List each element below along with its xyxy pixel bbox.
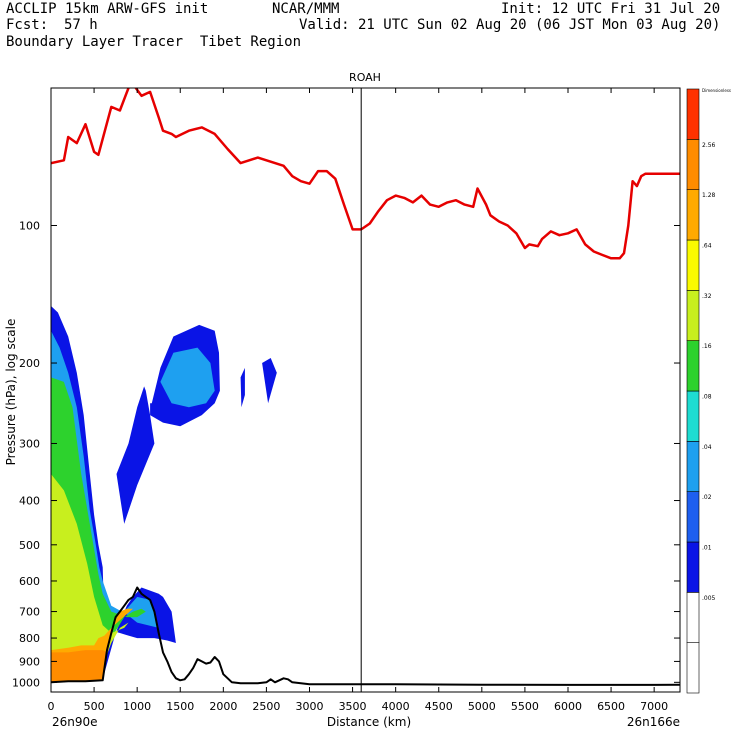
- colorbar-swatch-9: [686, 189, 700, 241]
- colorbar-label-10: 2.56: [702, 142, 716, 149]
- x-axis-label: Distance (km): [327, 715, 411, 729]
- colorbar: .005 .01 .02 .04 .08 .16 .32 .64 1.28 2.56 Dimensi…: [686, 88, 731, 694]
- y-axis-ticks: 100 200 300 400 500 600 700 800 900 1000: [12, 220, 680, 689]
- contour-region-0-4: [262, 358, 277, 404]
- x-tick-label-5000: 5000: [468, 700, 496, 713]
- colorbar-swatch-11: [686, 88, 700, 140]
- terrain-line: [51, 586, 680, 686]
- x-tick-label-0: 0: [48, 700, 55, 713]
- tracer-contours: [51, 306, 277, 683]
- tropopause-line: [51, 88, 680, 260]
- x-tick-label-500: 500: [84, 700, 105, 713]
- y-tick-label-700: 700: [19, 606, 40, 619]
- colorbar-swatch-5: [686, 390, 700, 442]
- colorbar-swatch-7: [686, 290, 700, 341]
- x-axis-ticks: 0 500 1000 1500 2000 2500 3000 3500 4000 4500 5000…: [48, 88, 668, 713]
- colorbar-label-3: .02: [702, 494, 712, 501]
- header-valid: Valid: 21 UTC Sun 02 Aug 20 (06 JST Mon …: [299, 17, 721, 33]
- y-tick-label-600: 600: [19, 575, 40, 588]
- header-model: ACCLIP 15km ARW-GFS init: [6, 1, 209, 17]
- y-tick-label-300: 300: [19, 437, 40, 450]
- contour-region-3-0: [51, 474, 129, 683]
- x-tick-label-3000: 3000: [295, 700, 323, 713]
- colorbar-label-7: .32: [702, 293, 712, 300]
- x-end-label: 26n166e: [627, 715, 680, 729]
- colorbar-swatch-2: [686, 541, 700, 593]
- header-fcst-value: 57 h: [64, 17, 98, 33]
- colorbar-swatch-8: [686, 239, 700, 291]
- colorbar-label-9: 1.28: [702, 192, 716, 199]
- x-tick-label-4500: 4500: [425, 700, 453, 713]
- colorbar-swatch-1: [686, 592, 700, 643]
- y-tick-label-900: 900: [19, 655, 40, 668]
- colorbar-swatch-6: [686, 340, 700, 392]
- x-tick-label-6000: 6000: [554, 700, 582, 713]
- x-start-label: 26n90e: [52, 715, 98, 729]
- header-org: NCAR/MMM: [272, 1, 340, 17]
- header-init: Init: 12 UTC Fri 31 Jul 20: [501, 1, 721, 17]
- y-tick-label-200: 200: [19, 357, 40, 370]
- y-tick-label-100: 100: [19, 220, 40, 233]
- colorbar-label-6: .16: [702, 343, 712, 350]
- x-tick-label-4000: 4000: [382, 700, 410, 713]
- contour-region-0-2: [116, 386, 155, 524]
- colorbar-label-8: .64: [702, 243, 712, 250]
- x-tick-label-2000: 2000: [209, 700, 237, 713]
- contour-region-1-1: [160, 347, 215, 408]
- colorbar-label-2: .01: [702, 545, 712, 552]
- y-tick-label-1000: 1000: [12, 676, 40, 689]
- colorbar-label-11: Dimensionless: [702, 88, 731, 93]
- x-tick-label-1500: 1500: [166, 700, 194, 713]
- contour-region-5-0: [51, 650, 107, 683]
- y-axis-label: Pressure (hPa), log scale: [4, 319, 18, 466]
- x-tick-label-3500: 3500: [339, 700, 367, 713]
- colorbar-swatch-3: [686, 491, 700, 543]
- x-tick-label-6500: 6500: [597, 700, 625, 713]
- colorbar-label-1: .005: [702, 595, 716, 602]
- x-tick-label-2500: 2500: [252, 700, 280, 713]
- x-tick-label-7000: 7000: [640, 700, 668, 713]
- colorbar-swatch-0: [686, 642, 700, 694]
- x-tick-label-5500: 5500: [511, 700, 539, 713]
- colorbar-swatch-4: [686, 441, 700, 492]
- y-tick-label-800: 800: [19, 632, 40, 645]
- plot-frame: [50, 87, 681, 693]
- colorbar-label-4: .04: [702, 444, 712, 451]
- header-product: Boundary Layer Tracer Tibet Region: [6, 34, 302, 50]
- x-tick-label-1000: 1000: [123, 700, 151, 713]
- chart-title: ROAH: [349, 71, 381, 84]
- colorbar-label-5: .08: [702, 394, 712, 401]
- colorbar-swatch-10: [686, 139, 700, 190]
- contour-region-0-3: [240, 367, 245, 408]
- y-tick-label-400: 400: [19, 495, 40, 508]
- y-tick-label-500: 500: [19, 539, 40, 552]
- header-fcst-label: Fcst:: [6, 17, 49, 33]
- profile-lines: [51, 88, 680, 686]
